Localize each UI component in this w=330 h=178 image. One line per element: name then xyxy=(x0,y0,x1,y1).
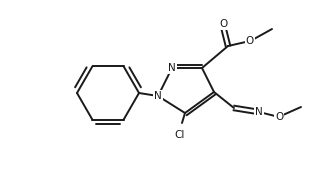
Text: Cl: Cl xyxy=(175,130,185,140)
Text: O: O xyxy=(275,112,283,122)
Text: O: O xyxy=(219,19,227,29)
Text: N: N xyxy=(255,107,263,117)
Text: N: N xyxy=(154,91,162,101)
Text: O: O xyxy=(246,36,254,46)
Text: N: N xyxy=(168,63,176,73)
